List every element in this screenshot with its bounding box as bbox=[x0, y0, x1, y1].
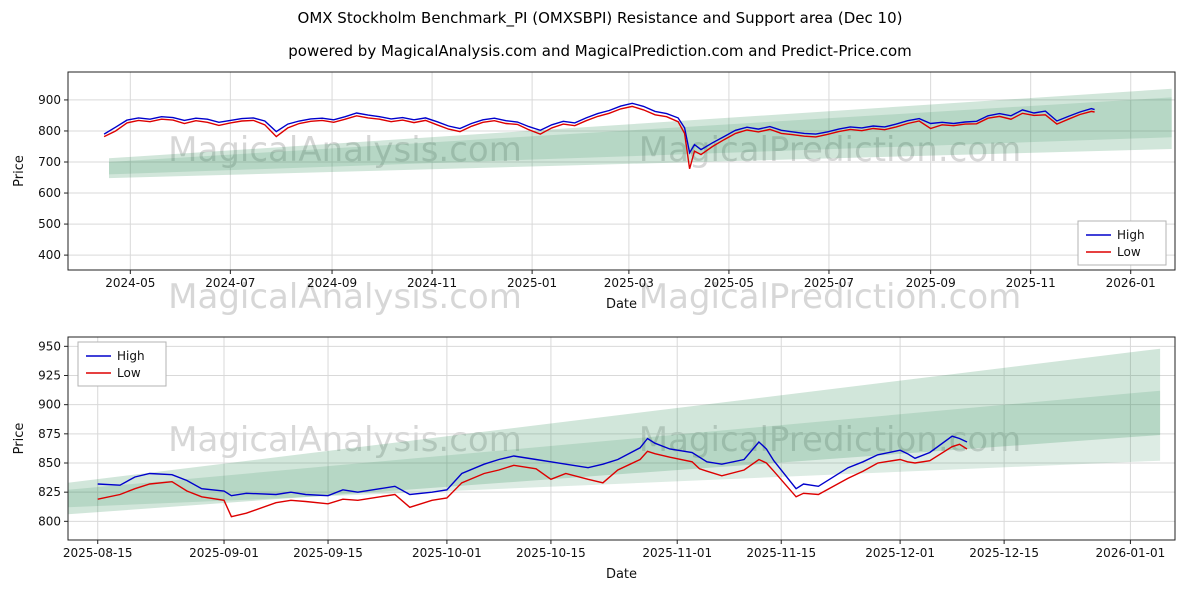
x-tick-label: 2025-05 bbox=[704, 276, 754, 290]
chart-subtitle: powered by MagicalAnalysis.com and Magic… bbox=[288, 42, 912, 60]
y-axis-label: Price bbox=[12, 155, 27, 187]
y-axis-label: Price bbox=[12, 423, 27, 455]
x-tick-label: 2025-08-15 bbox=[63, 546, 133, 560]
legend-label: Low bbox=[117, 366, 141, 380]
y-tick-label: 825 bbox=[38, 485, 61, 499]
y-tick-label: 800 bbox=[38, 514, 61, 528]
x-tick-label: 2025-07 bbox=[804, 276, 854, 290]
y-tick-label: 800 bbox=[38, 124, 61, 138]
y-tick-label: 500 bbox=[38, 217, 61, 231]
x-tick-label: 2025-11-15 bbox=[746, 546, 816, 560]
y-tick-label: 850 bbox=[38, 456, 61, 470]
y-tick-label: 900 bbox=[38, 398, 61, 412]
support-resistance-outer bbox=[68, 348, 1161, 515]
legend-label: Low bbox=[1117, 245, 1141, 259]
y-tick-label: 875 bbox=[38, 427, 61, 441]
x-tick-label: 2025-09-01 bbox=[189, 546, 259, 560]
support-resistance-outer bbox=[109, 88, 1172, 179]
x-tick-label: 2025-12-15 bbox=[969, 546, 1039, 560]
y-tick-label: 700 bbox=[38, 155, 61, 169]
high-line bbox=[97, 435, 968, 497]
x-tick-label: 2024-11 bbox=[407, 276, 457, 290]
x-tick-label: 2025-12-01 bbox=[865, 546, 935, 560]
x-axis-label: Date bbox=[606, 567, 637, 582]
x-tick-label: 2024-07 bbox=[205, 276, 255, 290]
x-axis-label: Date bbox=[606, 297, 637, 312]
x-tick-label: 2025-11-01 bbox=[642, 546, 712, 560]
y-tick-label: 900 bbox=[38, 93, 61, 107]
legend-box bbox=[1077, 220, 1167, 266]
support-resistance-inner bbox=[109, 97, 1172, 175]
y-tick-label: 950 bbox=[38, 339, 61, 353]
x-tick-label: 2025-10-01 bbox=[412, 546, 482, 560]
legend-label: High bbox=[1117, 228, 1145, 242]
overview-chart: 2024-05 2024-07 2024-09 2024-11 2025-01 2025-… bbox=[12, 71, 1176, 312]
low-line bbox=[103, 105, 1095, 169]
low-line bbox=[97, 443, 968, 518]
axes-frame bbox=[67, 71, 1176, 271]
x-tick-label: 2025-09-15 bbox=[293, 546, 363, 560]
x-tick-label: 2025-10-15 bbox=[516, 546, 586, 560]
legend-label: High bbox=[117, 349, 145, 363]
high-line bbox=[103, 102, 1095, 155]
x-tick-label: 2025-03 bbox=[604, 276, 654, 290]
legend-box bbox=[77, 341, 167, 387]
y-tick-label: 400 bbox=[38, 248, 61, 262]
axes-frame bbox=[67, 336, 1176, 541]
support-resistance-inner bbox=[68, 390, 1161, 508]
chart-title: OMX Stockholm Benchmark_PI (OMXSBPI) Res… bbox=[297, 9, 903, 27]
x-tick-label: 2025-01 bbox=[507, 276, 557, 290]
zoom-chart: 2025-08-15 2025-09-01 2025-09-15 2025-10-01… bbox=[12, 336, 1176, 582]
x-tick-label: 2026-01-01 bbox=[1096, 546, 1166, 560]
y-tick-label: 925 bbox=[38, 369, 61, 383]
x-tick-label: 2024-05 bbox=[105, 276, 155, 290]
x-tick-label: 2025-09 bbox=[906, 276, 956, 290]
x-tick-label: 2024-09 bbox=[307, 276, 357, 290]
x-tick-label: 2026-01 bbox=[1106, 276, 1156, 290]
x-tick-label: 2025-11 bbox=[1006, 276, 1056, 290]
y-tick-label: 600 bbox=[38, 186, 61, 200]
